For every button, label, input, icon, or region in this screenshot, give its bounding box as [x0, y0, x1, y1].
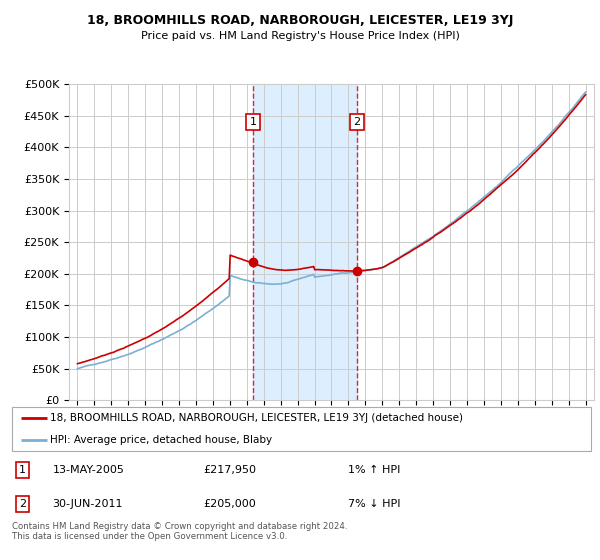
Text: 30-JUN-2011: 30-JUN-2011 — [53, 499, 123, 509]
Text: 1: 1 — [19, 465, 26, 475]
Text: Price paid vs. HM Land Registry's House Price Index (HPI): Price paid vs. HM Land Registry's House … — [140, 31, 460, 41]
Text: 18, BROOMHILLS ROAD, NARBOROUGH, LEICESTER, LE19 3YJ (detached house): 18, BROOMHILLS ROAD, NARBOROUGH, LEICEST… — [50, 413, 463, 423]
Text: Contains HM Land Registry data © Crown copyright and database right 2024.
This d: Contains HM Land Registry data © Crown c… — [12, 522, 347, 542]
Text: 18, BROOMHILLS ROAD, NARBOROUGH, LEICESTER, LE19 3YJ: 18, BROOMHILLS ROAD, NARBOROUGH, LEICEST… — [87, 14, 513, 27]
Text: HPI: Average price, detached house, Blaby: HPI: Average price, detached house, Blab… — [50, 435, 272, 445]
FancyBboxPatch shape — [12, 407, 591, 451]
Text: £217,950: £217,950 — [203, 465, 256, 475]
Text: 2: 2 — [19, 499, 26, 509]
Text: 1: 1 — [250, 117, 257, 127]
Text: 13-MAY-2005: 13-MAY-2005 — [53, 465, 124, 475]
Text: £205,000: £205,000 — [203, 499, 256, 509]
Text: 2: 2 — [353, 117, 361, 127]
Text: 1% ↑ HPI: 1% ↑ HPI — [348, 465, 400, 475]
Text: 7% ↓ HPI: 7% ↓ HPI — [348, 499, 400, 509]
Bar — [253, 84, 357, 400]
